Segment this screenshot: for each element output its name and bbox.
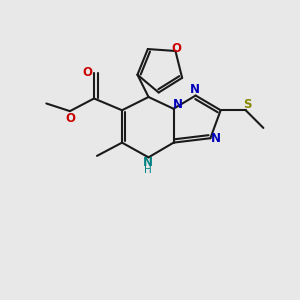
Text: H: H (144, 165, 152, 175)
Text: N: N (190, 83, 200, 96)
Text: N: N (143, 156, 153, 169)
Text: N: N (173, 98, 183, 111)
Text: O: O (82, 66, 93, 80)
Text: N: N (211, 132, 221, 145)
Text: O: O (65, 112, 76, 125)
Text: S: S (243, 98, 252, 111)
Text: O: O (171, 41, 181, 55)
